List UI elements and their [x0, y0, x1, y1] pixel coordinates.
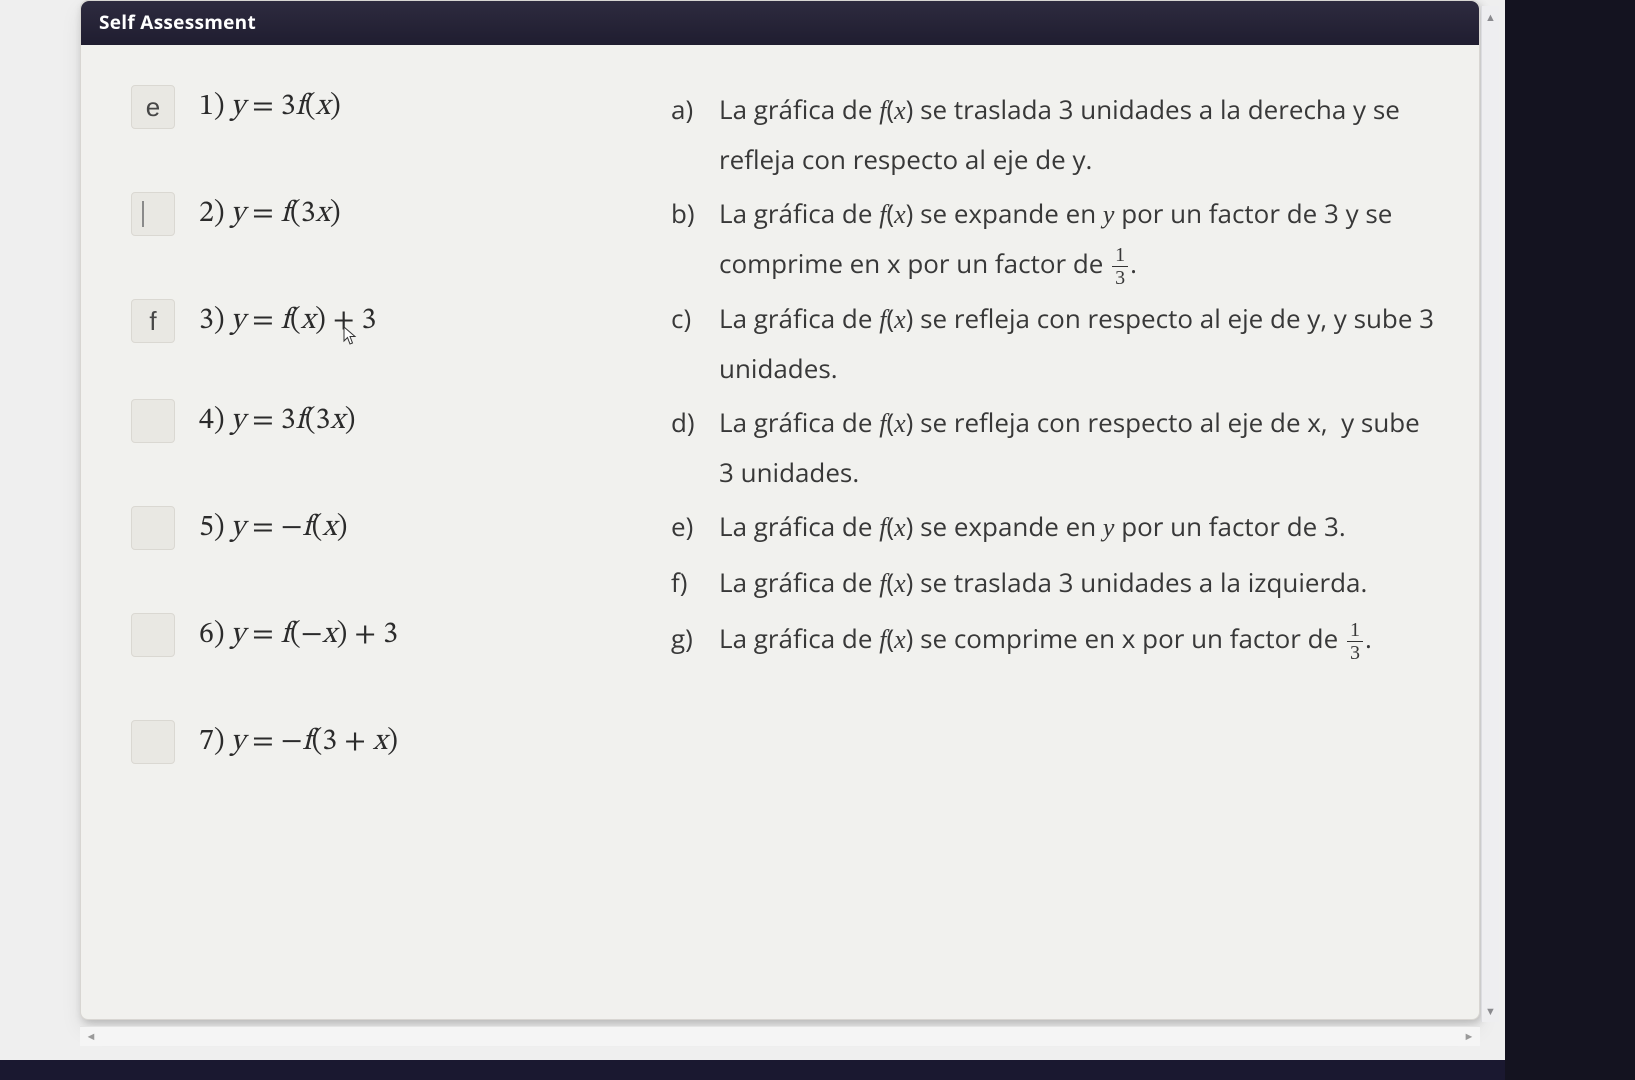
- description-c: c) La gráfica de f(x) se refleja con res…: [671, 294, 1439, 392]
- equation-7: 7)y = −f(3 + x): [199, 723, 398, 761]
- vertical-scrollbar[interactable]: ▲ ▼: [1481, 6, 1499, 1022]
- descriptions-column: a) La gráfica de f(x) se traslada 3 unid…: [671, 85, 1439, 764]
- answer-input-4[interactable]: [131, 399, 175, 443]
- equation-5: 5)y = −f(x): [199, 509, 347, 547]
- app-window: Self Assessment e 1)y = 3f(x) 2)y = f(3x…: [0, 0, 1505, 1060]
- description-g: g) La gráfica de f(x) se comprime en x p…: [671, 614, 1439, 664]
- monitor-bezel-right: [1505, 0, 1635, 1080]
- question-row: f 3)y = f(x) + 3: [131, 299, 601, 343]
- question-row: 4)y = 3f(3x): [131, 399, 601, 443]
- equation-4: 4)y = 3f(3x): [199, 402, 356, 440]
- description-f: f) La gráfica de f(x) se traslada 3 unid…: [671, 558, 1439, 608]
- card-body: e 1)y = 3f(x) 2)y = f(3x) f 3)y = f(x) +…: [81, 45, 1479, 784]
- answer-input-7[interactable]: [131, 720, 175, 764]
- equation-3: 3)y = f(x) + 3: [199, 302, 376, 340]
- description-a: a) La gráfica de f(x) se traslada 3 unid…: [671, 85, 1439, 183]
- answer-input-6[interactable]: [131, 613, 175, 657]
- equation-2: 2)y = f(3x): [199, 195, 341, 233]
- card-title: Self Assessment: [99, 9, 256, 35]
- question-row: e 1)y = 3f(x): [131, 85, 601, 129]
- question-row: 2)y = f(3x): [131, 192, 601, 236]
- question-row: 6)y = f(−x) + 3: [131, 613, 601, 657]
- description-e: e) La gráfica de f(x) se expande en y po…: [671, 502, 1439, 552]
- scroll-down-icon[interactable]: ▼: [1484, 1004, 1498, 1018]
- answer-input-3[interactable]: f: [131, 299, 175, 343]
- equation-1: 1)y = 3f(x): [199, 88, 341, 126]
- scroll-right-icon[interactable]: ►: [1462, 1030, 1476, 1044]
- answer-input-5[interactable]: [131, 506, 175, 550]
- answer-input-1[interactable]: e: [131, 85, 175, 129]
- assessment-card: Self Assessment e 1)y = 3f(x) 2)y = f(3x…: [80, 0, 1480, 1020]
- equation-6: 6)y = f(−x) + 3: [199, 616, 398, 654]
- description-b: b) La gráfica de f(x) se expande en y po…: [671, 189, 1439, 288]
- card-header: Self Assessment: [81, 1, 1479, 45]
- left-margin: [0, 0, 75, 1060]
- horizontal-scrollbar[interactable]: ◄ ►: [80, 1026, 1480, 1046]
- question-row: 5)y = −f(x): [131, 506, 601, 550]
- description-d: d) La gráfica de f(x) se refleja con res…: [671, 398, 1439, 496]
- scroll-up-icon[interactable]: ▲: [1484, 10, 1498, 24]
- questions-column: e 1)y = 3f(x) 2)y = f(3x) f 3)y = f(x) +…: [131, 85, 601, 764]
- answer-input-2[interactable]: [131, 192, 175, 236]
- question-row: 7)y = −f(3 + x): [131, 720, 601, 764]
- scroll-left-icon[interactable]: ◄: [84, 1030, 98, 1044]
